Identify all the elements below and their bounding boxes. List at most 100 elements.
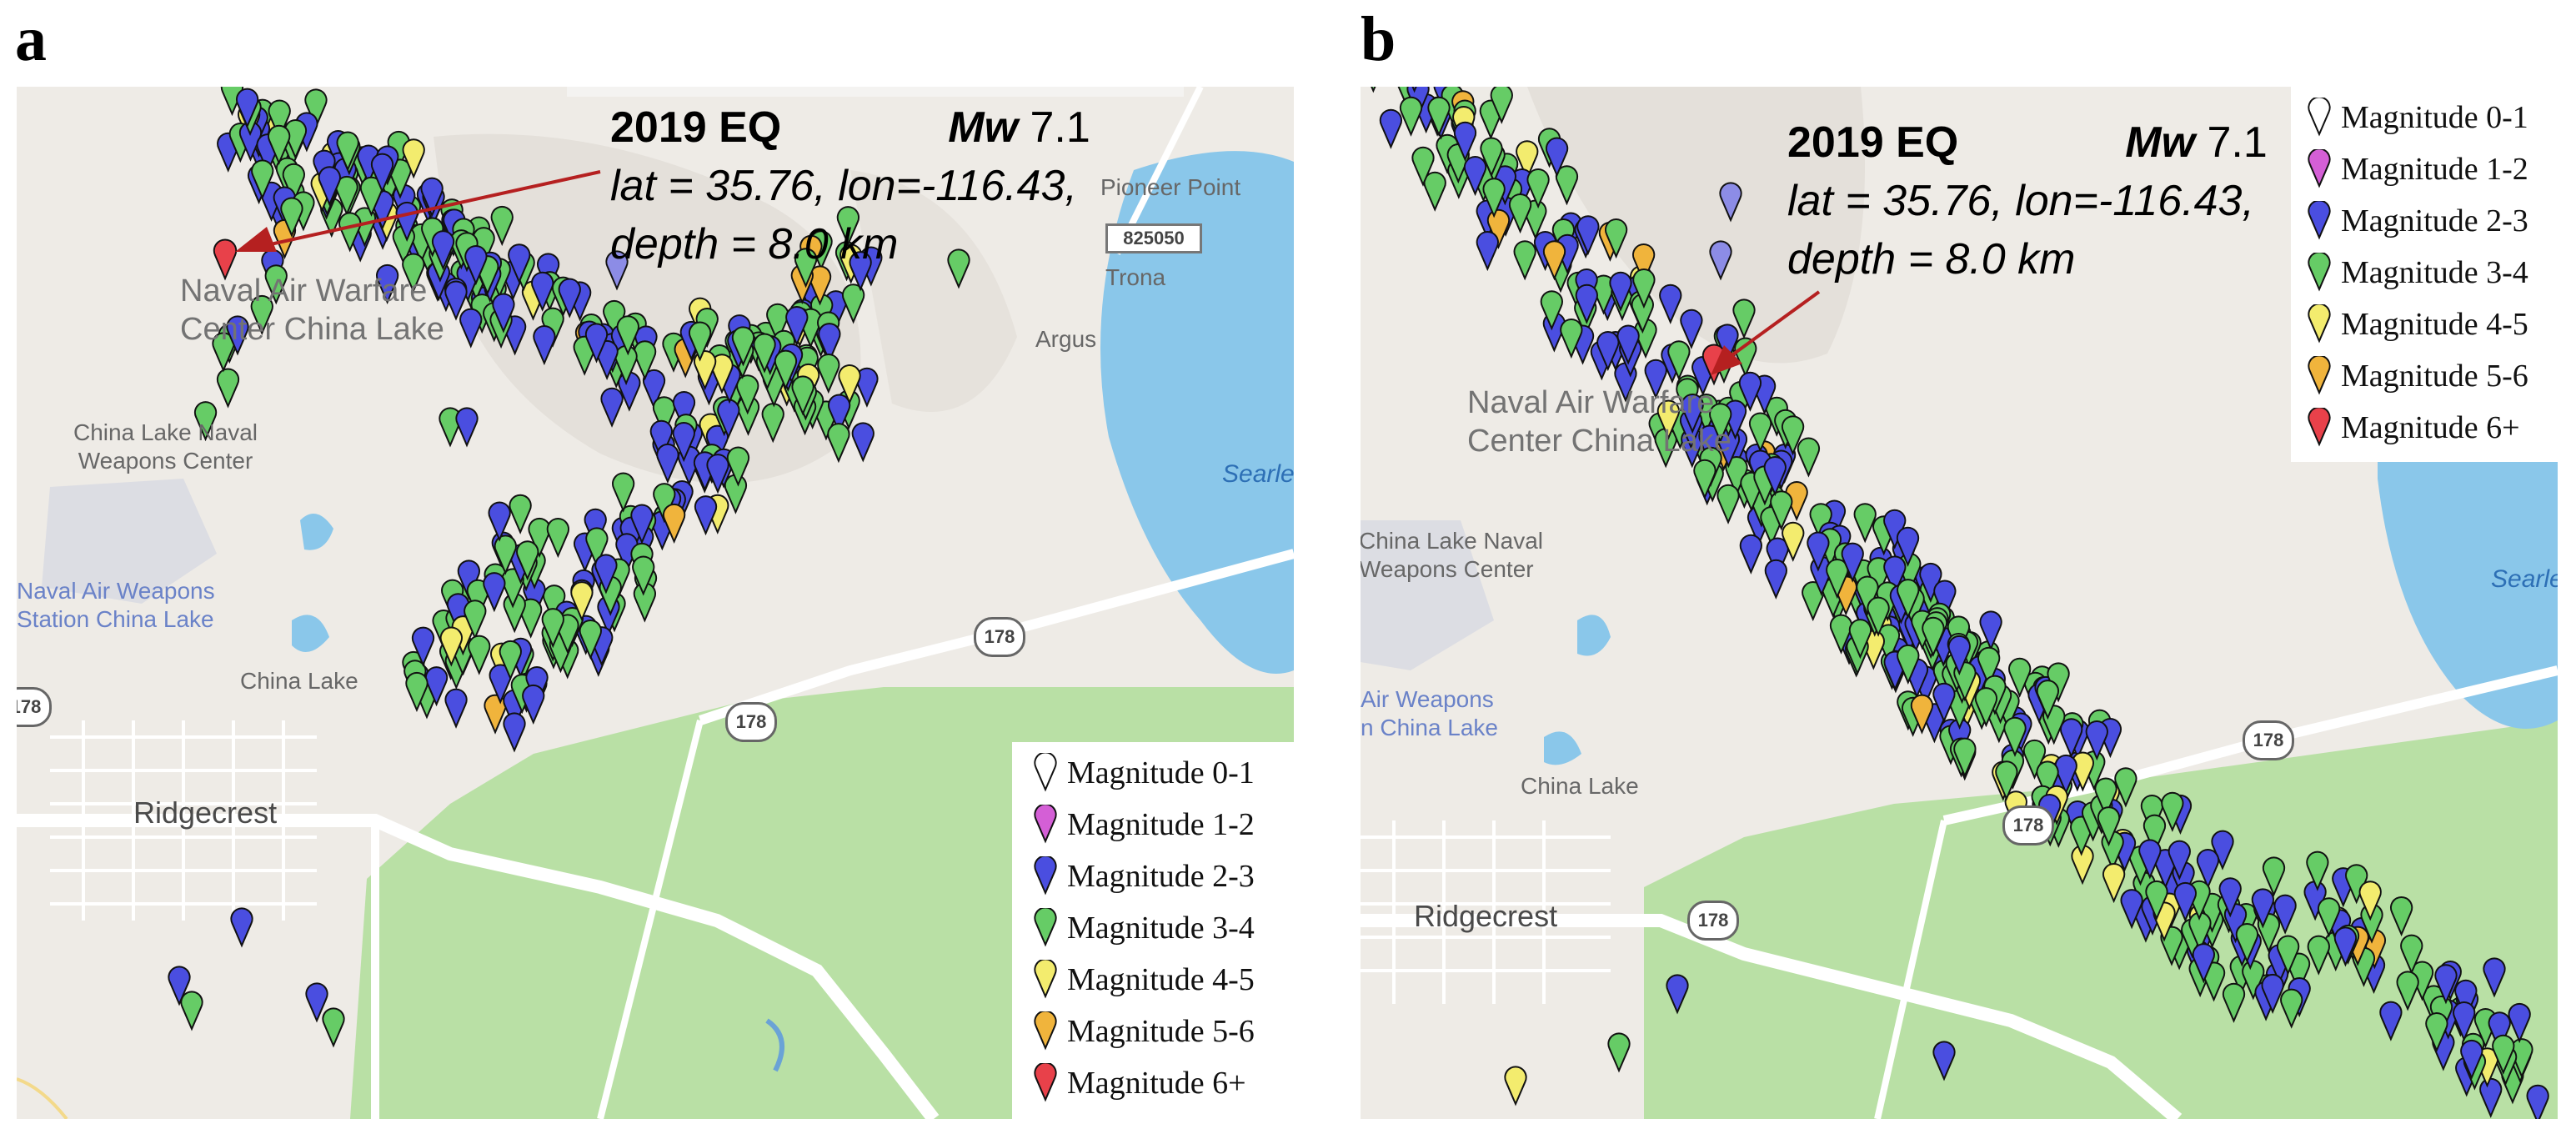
quake-marker bbox=[2059, 718, 2083, 759]
quake-marker bbox=[508, 243, 531, 284]
place-searles-lake: Searles bbox=[1222, 460, 1294, 488]
legend-label: Magnitude 2-3 bbox=[2341, 203, 2528, 238]
quake-marker bbox=[2345, 864, 2368, 905]
quake-marker bbox=[1841, 542, 1864, 583]
quake-marker bbox=[1764, 559, 1787, 600]
map-pin-icon bbox=[2308, 253, 2331, 292]
quake-marker bbox=[1897, 644, 1920, 685]
quake-marker bbox=[1781, 415, 1805, 456]
quake-marker bbox=[2222, 982, 2246, 1023]
quake-marker bbox=[226, 315, 249, 356]
quake-marker bbox=[1932, 682, 1956, 723]
quake-marker bbox=[761, 403, 784, 444]
quake-marker bbox=[818, 323, 841, 364]
quake-marker bbox=[791, 375, 814, 416]
quake-marker bbox=[585, 527, 609, 568]
legend-item: Magnitude 0-1 bbox=[1032, 747, 1294, 799]
epicenter-annotation-b: 2019 EQ Mw 7.1 lat = 35.76, lon=-116.43, … bbox=[1787, 113, 2268, 289]
quake-marker bbox=[516, 540, 539, 581]
quake-marker bbox=[656, 443, 679, 484]
quake-marker bbox=[2235, 923, 2259, 964]
quake-marker bbox=[405, 671, 428, 713]
quake-marker bbox=[509, 494, 532, 534]
annotation-latlon: lat = 35.76, lon=-116.43, bbox=[610, 162, 1077, 210]
quake-marker bbox=[1680, 309, 1703, 349]
quake-marker bbox=[1681, 393, 1704, 434]
quake-marker bbox=[1379, 108, 1403, 149]
quake-marker bbox=[2211, 830, 2234, 871]
quake-marker bbox=[736, 374, 759, 415]
map-pin-icon bbox=[2308, 408, 2331, 447]
quake-marker bbox=[2280, 988, 2303, 1029]
quake-marker bbox=[2196, 849, 2220, 890]
route-178-shield: 178 bbox=[2002, 805, 2054, 845]
legend-item: Magnitude 3-4 bbox=[1032, 902, 1294, 954]
quake-marker bbox=[2276, 935, 2300, 976]
map-pin-icon bbox=[1034, 960, 1057, 999]
quake-marker bbox=[464, 600, 487, 640]
legend-label: Magnitude 4-5 bbox=[1067, 962, 1255, 997]
quake-marker bbox=[1738, 371, 1762, 412]
quake-marker bbox=[1540, 290, 1563, 331]
quake-marker bbox=[1480, 137, 1503, 178]
quake-marker bbox=[672, 391, 696, 432]
quake-marker bbox=[1463, 155, 1487, 197]
place-naval-air-warfare-center: Naval Air Warfare Center China Lake bbox=[1467, 385, 1732, 459]
legend-label: Magnitude 5-6 bbox=[2341, 359, 2528, 394]
quake-marker bbox=[2454, 979, 2478, 1020]
quake-marker bbox=[1725, 455, 1748, 497]
route-825050-shield: 825050 bbox=[1105, 223, 1202, 253]
quake-marker bbox=[1427, 96, 1451, 137]
quake-marker bbox=[282, 163, 305, 203]
legend-item: Magnitude 5-6 bbox=[1032, 1006, 1294, 1057]
quake-marker bbox=[706, 454, 729, 494]
quake-marker bbox=[2306, 850, 2329, 891]
quake-marker bbox=[2307, 935, 2330, 976]
quake-marker bbox=[2047, 662, 2070, 703]
quake-marker bbox=[642, 369, 666, 410]
quake-marker bbox=[230, 907, 253, 948]
quake-marker bbox=[2094, 777, 2117, 818]
quake-marker bbox=[1807, 531, 1830, 572]
place-china-lake-naval-weapons-center: China Lake Naval Weapons Center bbox=[1361, 528, 1544, 582]
quake-marker bbox=[694, 495, 718, 536]
quake-marker bbox=[2425, 1012, 2448, 1053]
quake-marker bbox=[2333, 926, 2358, 967]
quake-marker bbox=[318, 166, 341, 207]
quake-marker bbox=[492, 293, 515, 334]
map-tile-strip bbox=[567, 87, 1184, 97]
quake-marker bbox=[1516, 140, 1539, 181]
quake-marker bbox=[1453, 121, 1477, 162]
magnitude-legend-b: Magnitude 0-1 Magnitude 1-2 Magnitude 2-3 M… bbox=[2291, 87, 2558, 462]
map-pin-icon bbox=[1034, 1063, 1057, 1102]
route-178-shield: 178 bbox=[17, 687, 52, 727]
quake-marker bbox=[2138, 839, 2162, 880]
quake-marker bbox=[2036, 760, 2059, 801]
map-panel-b[interactable]: Naval Air Warfare Center China Lake Chin… bbox=[1361, 87, 2558, 1119]
quake-marker bbox=[1576, 215, 1600, 256]
quake-marker bbox=[1542, 240, 1566, 281]
place-ridgecrest: Ridgecrest bbox=[1414, 899, 1558, 933]
quake-marker bbox=[570, 581, 594, 622]
quake-marker bbox=[1883, 509, 1907, 549]
annotation-title: 2019 EQ bbox=[610, 103, 782, 152]
quake-marker bbox=[1979, 610, 2002, 651]
panel-label-b: b bbox=[1361, 4, 1396, 74]
quake-marker bbox=[584, 323, 609, 364]
arrowhead-icon bbox=[1711, 345, 1742, 375]
quake-marker bbox=[193, 401, 218, 442]
quake-marker bbox=[1423, 171, 1446, 212]
quake-marker bbox=[541, 608, 564, 649]
legend-label: Magnitude 2-3 bbox=[1067, 859, 1255, 894]
quake-marker bbox=[543, 585, 566, 625]
quake-marker bbox=[1910, 694, 1934, 735]
place-searles-lake: Searle bbox=[2491, 565, 2558, 593]
quake-marker bbox=[2145, 880, 2168, 921]
map-pin-icon bbox=[2308, 149, 2331, 188]
quake-marker bbox=[2492, 1034, 2515, 1075]
quake-marker bbox=[431, 230, 455, 271]
place-pioneer-point: Pioneer Point bbox=[1100, 174, 1241, 200]
quake-marker bbox=[1693, 459, 1716, 499]
quake-marker bbox=[250, 294, 273, 336]
quake-marker bbox=[490, 205, 514, 247]
